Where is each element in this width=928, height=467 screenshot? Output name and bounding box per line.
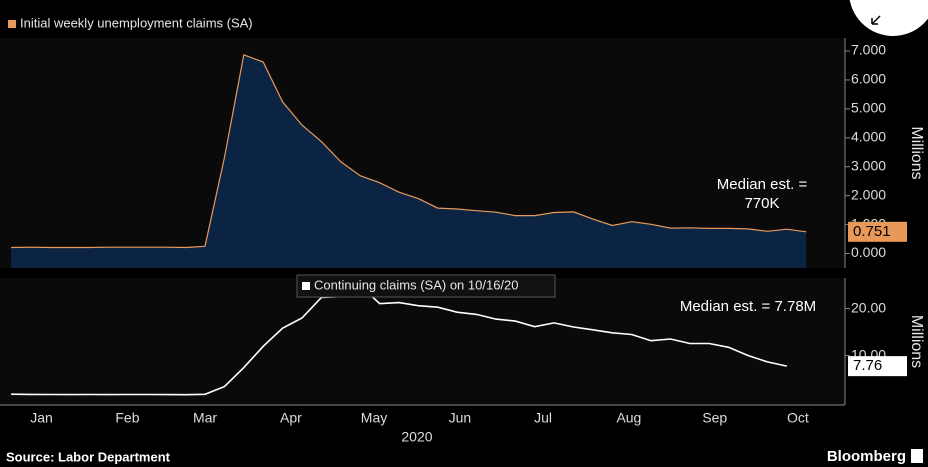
x-tick-label: Jan [30, 410, 53, 426]
x-tick-label: Oct [787, 410, 809, 426]
bottom-plot-area [0, 278, 845, 405]
y-tick-label: 5.000 [851, 100, 886, 116]
value-tag [848, 356, 907, 377]
line [11, 284, 787, 396]
x-tick-label: Apr [280, 410, 302, 426]
y-tick-label: 4.000 [851, 129, 886, 145]
y-tick-label: 3.000 [851, 157, 886, 173]
x-tick-label: Sep [702, 410, 727, 426]
legend-swatch [8, 20, 16, 28]
x-tick-label: Feb [115, 410, 139, 426]
annotation: Median est. = [717, 176, 808, 193]
annotation: Median est. = 7.78M [680, 298, 816, 315]
source: Source: Labor Department [6, 449, 171, 464]
area [11, 54, 807, 268]
brand-icon [911, 449, 923, 463]
x-tick-label: Jun [449, 410, 472, 426]
legend-label: Initial weekly unemployment claims (SA) [20, 15, 253, 30]
y-tick-label: 20.00 [851, 299, 886, 315]
x-axis-label: 2020 [401, 429, 432, 445]
value-label: 0.751 [853, 223, 891, 240]
x-tick-label: May [361, 410, 387, 426]
annotation: 770K [744, 195, 779, 212]
y-tick-label: 2.000 [851, 186, 886, 202]
y-tick-label: 0.000 [851, 244, 886, 260]
expand-button[interactable] [849, 0, 928, 36]
y-tick-label: 6.000 [851, 71, 886, 87]
expand-icon [871, 15, 881, 25]
x-tick-label: Mar [193, 410, 217, 426]
brand: Bloomberg [827, 448, 906, 465]
y-tick-label: 7.000 [851, 42, 886, 58]
legend-swatch [302, 282, 310, 290]
legend-box [296, 274, 556, 298]
y-axis-label: Millions [908, 126, 925, 179]
line [11, 53, 807, 249]
legend-label: Continuing claims (SA) on 10/16/20 [314, 277, 519, 292]
y-axis-label: Millions [908, 315, 925, 368]
x-tick-label: Jul [534, 410, 552, 426]
x-tick-label: Aug [616, 410, 641, 426]
value-label: 7.76 [853, 357, 882, 374]
value-tag [848, 221, 907, 242]
